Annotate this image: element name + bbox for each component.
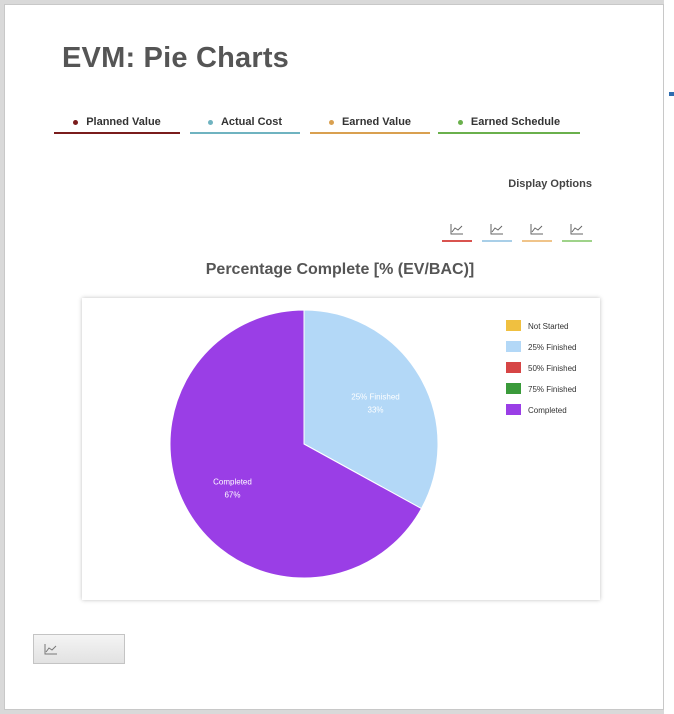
footer-chart-button[interactable] xyxy=(33,634,125,664)
line-chart-icon xyxy=(450,224,463,235)
pie-chart-panel: 25% Finished 33% Completed 67% Not Started 25… xyxy=(82,298,600,600)
series-dot-icon xyxy=(73,119,79,125)
legend-label: Completed xyxy=(528,406,567,415)
legend-label: 75% Finished xyxy=(528,385,576,394)
line-chart-icon xyxy=(44,644,57,655)
legend-tab-label: Planned Value xyxy=(86,116,161,128)
display-option-button-4[interactable] xyxy=(562,218,592,242)
display-option-button-3[interactable] xyxy=(522,218,552,242)
chart-title: Percentage Complete [% (EV/BAC)] xyxy=(205,261,475,278)
display-option-button-1[interactable] xyxy=(442,218,472,242)
legend-tab-earned-schedule[interactable]: Earned Schedule xyxy=(438,112,580,134)
line-chart-icon xyxy=(490,224,503,235)
legend-tab-label: Earned Value xyxy=(341,116,412,128)
legend-swatch xyxy=(506,404,521,415)
page-title: EVM: Pie Charts xyxy=(62,42,289,74)
series-dot-icon xyxy=(457,119,463,125)
line-chart-icon xyxy=(570,224,583,235)
chart-legend-item[interactable]: 75% Finished xyxy=(506,383,576,394)
legend-swatch xyxy=(506,320,521,331)
pie-chart: 25% Finished 33% Completed 67% Not Started 25… xyxy=(169,309,576,579)
legend-label: 50% Finished xyxy=(528,364,576,373)
pie-slice-completed[interactable] xyxy=(169,309,423,579)
chart-legend-item[interactable]: 50% Finished xyxy=(506,362,576,373)
legend-tab-actual-cost[interactable]: Actual Cost xyxy=(190,112,300,134)
display-option-button-2[interactable] xyxy=(482,218,512,242)
line-chart-icon xyxy=(530,224,543,235)
legend-tab-earned-value[interactable]: Earned Value xyxy=(310,112,430,134)
legend-label: 25% Finished xyxy=(528,343,576,352)
chart-legend-item[interactable]: Completed xyxy=(506,404,567,415)
series-dot-icon xyxy=(328,119,334,125)
chart-legend-item[interactable]: 25% Finished xyxy=(506,341,576,352)
legend-tab-planned-value[interactable]: Planned Value xyxy=(54,112,180,134)
legend-swatch xyxy=(506,362,521,373)
series-dot-icon xyxy=(207,119,213,125)
window-edge xyxy=(664,0,674,714)
chart-legend-item[interactable]: Not Started xyxy=(506,320,568,331)
legend-swatch xyxy=(506,341,521,352)
slice-category-label: Completed xyxy=(213,477,252,486)
edge-accent xyxy=(669,92,674,96)
legend-swatch xyxy=(506,383,521,394)
pie-slice-25-finished[interactable] xyxy=(303,309,439,510)
legend-tab-label: Earned Schedule xyxy=(470,116,561,128)
legend-label: Not Started xyxy=(528,322,568,331)
slice-value-label: 67% xyxy=(224,490,240,499)
display-options-label: Display Options xyxy=(508,178,592,190)
legend-tab-label: Actual Cost xyxy=(220,116,283,128)
slice-category-label: 25% Finished xyxy=(351,393,399,402)
slice-value-label: 33% xyxy=(368,406,384,415)
